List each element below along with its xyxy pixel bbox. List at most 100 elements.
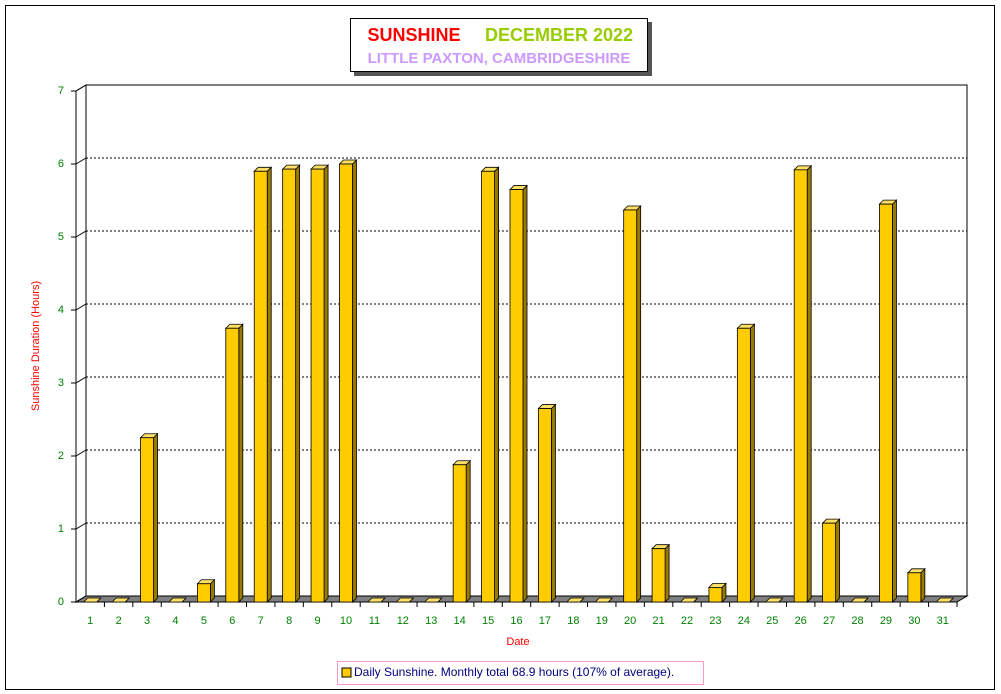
x-tick-label: 26: [795, 615, 807, 627]
bar-top: [565, 597, 585, 603]
grid-line: [75, 595, 87, 603]
bar-top: [423, 597, 443, 603]
chart-title: SUNSHINE: [367, 25, 460, 45]
x-tick-label: 24: [738, 615, 750, 627]
bar-top: [111, 597, 131, 603]
bar-top: [395, 597, 415, 603]
bar-side: [522, 184, 528, 603]
x-axis-label: Date: [506, 636, 529, 648]
x-tick-label: 16: [510, 615, 522, 627]
y-axis-label: Sunshine Duration (Hours): [30, 281, 42, 411]
x-tick-label: 7: [258, 615, 264, 627]
y-tick-label: 7: [58, 85, 64, 97]
y-tick-label: 2: [58, 450, 64, 462]
x-tick-label: 6: [229, 615, 235, 627]
bar: [793, 169, 808, 603]
bar-side: [352, 159, 357, 603]
bar-side: [749, 323, 755, 603]
x-tick-label: 19: [596, 615, 608, 627]
x-tick-label: 30: [908, 615, 920, 627]
bar: [708, 587, 723, 603]
bar-side: [153, 432, 158, 603]
x-tick-label: 18: [567, 615, 579, 627]
grid-line: [75, 230, 87, 238]
legend-swatch: [341, 667, 352, 678]
x-tick-label: 17: [539, 615, 551, 627]
bar: [339, 163, 353, 603]
chart-title-period: DECEMBER 2022: [485, 25, 633, 45]
y-tick-label: 5: [58, 231, 64, 243]
y-tick-label: 6: [58, 158, 64, 170]
bar-top: [594, 597, 614, 603]
bar: [196, 583, 211, 603]
bar-side: [465, 459, 471, 603]
y-tick-label: 1: [58, 523, 64, 535]
grid-line: [75, 522, 87, 530]
x-tick-label: 22: [681, 615, 693, 627]
bar-side: [551, 403, 556, 603]
bar: [822, 522, 837, 603]
grid-line: [75, 303, 87, 311]
x-tick-label: 4: [172, 615, 178, 627]
bar: [310, 168, 325, 603]
x-tick-label: 1: [87, 615, 93, 627]
bar-side: [266, 166, 272, 603]
x-tick-label: 10: [340, 615, 352, 627]
bar-side: [295, 164, 301, 603]
bar: [736, 327, 751, 603]
x-tick-label: 25: [766, 615, 778, 627]
grid-line: [75, 84, 87, 92]
bar: [140, 437, 154, 603]
bar-top: [679, 597, 699, 603]
x-tick-label: 23: [709, 615, 721, 627]
x-tick-label: 21: [652, 615, 664, 627]
bar-side: [494, 166, 499, 603]
bar-side: [664, 543, 670, 603]
bar-side: [835, 518, 841, 603]
bar-side: [636, 205, 642, 603]
legend-label: Daily Sunshine. Monthly total 68.9 hours…: [354, 665, 674, 679]
bar-side: [920, 567, 926, 603]
grid-line: [75, 449, 87, 457]
x-tick-label: 15: [482, 615, 494, 627]
bar-top: [764, 597, 784, 603]
chart-subtitle: LITTLE PAXTON, CAMBRIDGESHIRE: [368, 50, 631, 67]
y-tick-label: 4: [58, 304, 64, 316]
y-tick-label: 0: [58, 596, 64, 608]
bar-top: [850, 597, 869, 603]
bar: [879, 203, 893, 603]
bar-side: [806, 164, 812, 603]
x-tick-label: 9: [315, 615, 321, 627]
x-tick-label: 2: [116, 615, 122, 627]
x-tick-label: 3: [144, 615, 150, 627]
legend-box: [337, 661, 704, 685]
bar: [282, 168, 297, 603]
bar: [907, 572, 922, 603]
bar: [253, 170, 268, 603]
bar: [623, 209, 638, 603]
x-tick-label: 8: [286, 615, 292, 627]
bar-top: [168, 597, 187, 603]
title-box: [350, 18, 648, 72]
x-tick-label: 13: [425, 615, 437, 627]
bar: [452, 464, 467, 603]
bar-top: [82, 597, 102, 603]
x-tick-label: 27: [823, 615, 835, 627]
bar: [509, 189, 524, 603]
bar: [651, 548, 666, 603]
bar: [481, 170, 495, 603]
y-tick-label: 3: [58, 377, 64, 389]
x-tick-label: 12: [397, 615, 409, 627]
grid-line: [75, 157, 87, 165]
bar: [225, 327, 240, 603]
x-tick-label: 20: [624, 615, 636, 627]
bar-side: [892, 199, 897, 603]
grid-line: [75, 376, 87, 384]
x-tick-label: 28: [851, 615, 863, 627]
x-tick-label: 29: [880, 615, 892, 627]
x-tick-label: 5: [201, 615, 207, 627]
bar: [538, 408, 552, 603]
bar-top: [366, 597, 386, 603]
x-tick-label: 14: [454, 615, 466, 627]
